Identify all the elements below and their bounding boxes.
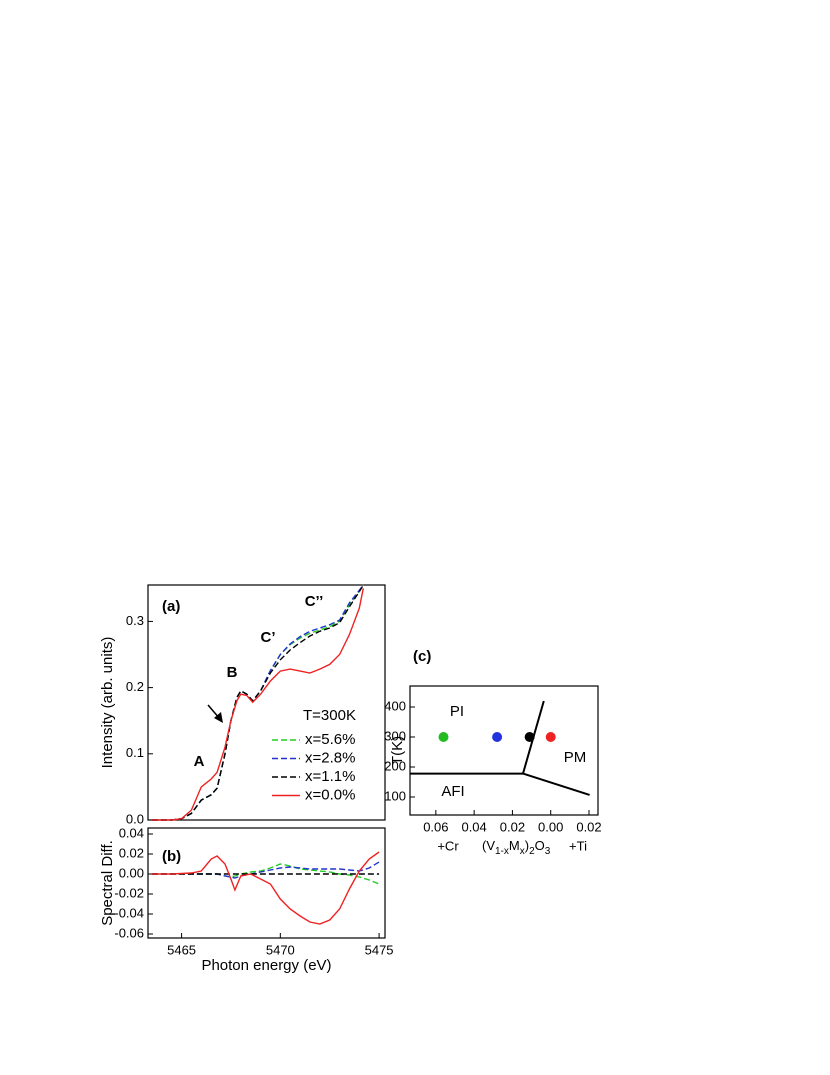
x-tick-label: 5465: [167, 942, 196, 957]
y-tick-label: 0.0: [126, 811, 144, 826]
legend-label: x=1.1%: [305, 768, 355, 785]
x-tick-label: 0.04: [461, 819, 486, 834]
y-tick-label: 0.3: [126, 613, 144, 628]
y-tick-label: -0.02: [114, 885, 144, 900]
series-line: [151, 584, 364, 821]
y-tick-label: -0.06: [114, 925, 144, 940]
plot-frame: [147, 584, 386, 821]
formula-part: ): [525, 838, 529, 853]
panel-label: (c): [413, 648, 431, 665]
formula-part: x: [520, 846, 525, 857]
y-axis-label: Spectral Diff.: [99, 840, 116, 926]
formula-part: 3: [545, 846, 551, 857]
legend-label: x=5.6%: [305, 731, 355, 748]
data-point: [524, 732, 535, 742]
formula-part: (V: [482, 838, 495, 853]
y-axis-label: T(K): [389, 736, 406, 765]
region-label: PM: [564, 749, 587, 766]
y-tick-label: -0.04: [114, 905, 144, 920]
y-tick-label: 0.00: [119, 865, 144, 880]
y-tick-label: 0.2: [126, 679, 144, 694]
region-label: AFI: [441, 783, 464, 800]
plot-frame: [147, 827, 386, 939]
data-point: [545, 732, 556, 742]
data-point: [492, 732, 503, 742]
annotation: C’’: [305, 593, 324, 610]
y-tick-label: 300: [384, 728, 406, 743]
series-line: [151, 851, 380, 925]
x-tick-label: 0.00: [538, 819, 563, 834]
formula-part: M: [509, 838, 520, 853]
x-axis-label: Photon energy (eV): [201, 957, 331, 974]
legend-label: x=0.0%: [305, 786, 355, 803]
annotation: C’: [261, 629, 276, 646]
y-axis-label: Intensity (arb. units): [99, 637, 116, 769]
formula-part: O: [535, 838, 545, 853]
data-point: [438, 732, 449, 742]
x-axis-formula: (V1-xMx)2O3: [482, 838, 551, 856]
legend-title: T=300K: [303, 707, 356, 724]
panel-label: (b): [162, 848, 181, 865]
y-tick-label: 100: [384, 788, 406, 803]
y-tick-label: 0.02: [119, 845, 144, 860]
y-tick-label: 200: [384, 758, 406, 773]
x-tick-label: 5475: [365, 942, 394, 957]
x-tick-label: 0.02: [576, 819, 601, 834]
x-tick-label: 0.06: [423, 819, 448, 834]
region-label: PI: [450, 703, 464, 720]
formula-part: 1-x: [495, 846, 509, 857]
series-line: [151, 588, 364, 821]
legend-label: x=2.8%: [305, 749, 355, 766]
y-tick-label: 0.1: [126, 745, 144, 760]
x-tick-label: 0.02: [500, 819, 525, 834]
x-tick-label: 5470: [266, 942, 295, 957]
annotation: A: [194, 753, 205, 770]
plot-frame: [409, 685, 599, 816]
formula-part: 2: [529, 846, 535, 857]
x-axis-label-right: +Ti: [569, 838, 587, 853]
arrow-head: [214, 712, 223, 723]
series-line: [151, 861, 380, 879]
y-tick-label: 400: [384, 698, 406, 713]
y-tick-label: 0.04: [119, 825, 144, 840]
panel-label: (a): [162, 598, 180, 615]
phase-boundary: [522, 772, 590, 796]
annotation: B: [227, 664, 238, 681]
x-axis-label-left: +Cr: [437, 838, 459, 853]
